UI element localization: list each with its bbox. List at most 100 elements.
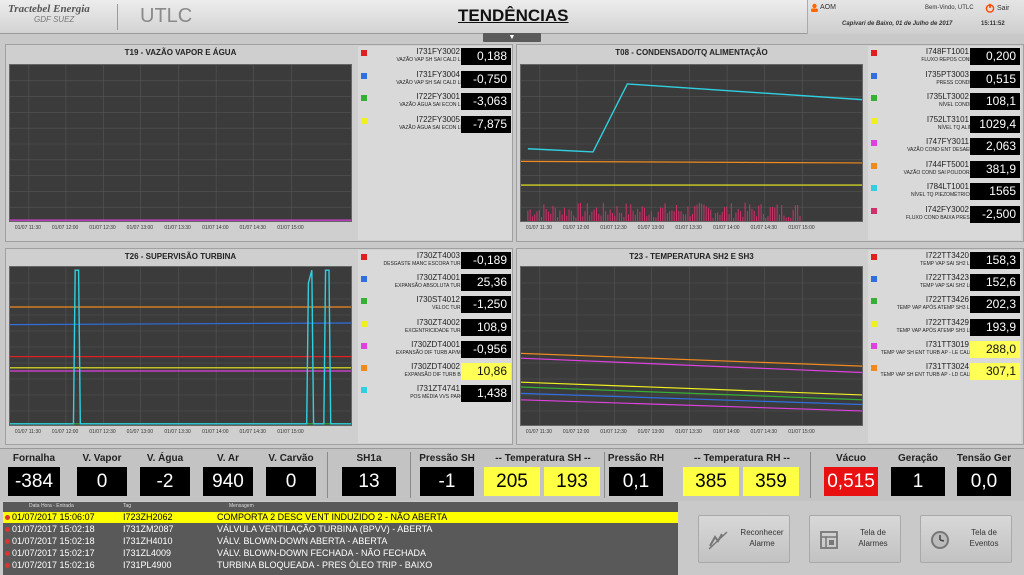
temperatura-sh-label: -- Temperatura SH --: [495, 453, 591, 464]
trend-plot[interactable]: [9, 266, 352, 426]
alarm-row[interactable]: 01/07/2017 15:02:17 I731ZL4009 VÁLV. BLOWN…: [3, 548, 678, 559]
series-color-swatch: [361, 276, 367, 283]
alarm-tag: I731ZL4009: [123, 548, 172, 558]
time-tick-label: 01/07 12:30: [600, 429, 627, 435]
welcome-text: Bem-Vindo, UTLC: [925, 5, 974, 11]
series-description: TEMP VAP SH ENT TURB AP - LE CALD: [880, 349, 973, 356]
time-tick-label: 01/07 14:00: [713, 225, 740, 231]
alarm-row[interactable]: 01/07/2017 15:02:18 I731ZM2087 VÁLVULA VEN…: [3, 524, 678, 535]
series-description: EXPANSÃO DIF TURB BP: [404, 372, 464, 378]
page-title: TENDÊNCIAS: [458, 6, 569, 25]
series-value: -0,956: [461, 340, 511, 358]
alarm-indicator-icon: [5, 563, 10, 568]
series-description: FLUXO REPOS COND: [921, 57, 973, 63]
series-description: VAZÃO ÁGUA SAI ECON LE: [399, 102, 464, 108]
time-tick-label: 01/07 15:00: [788, 429, 815, 435]
alarm-indicator-icon: [5, 515, 10, 520]
alarms-screen-button[interactable]: Tela de Alarmes: [809, 515, 901, 563]
exit-button[interactable]: Sair: [997, 5, 1010, 12]
time-tick-label: 01/07 11:30: [525, 225, 552, 231]
series-tag: I784LT1001: [926, 182, 969, 191]
series-color-swatch: [361, 117, 367, 124]
fornalha-value: -384: [8, 467, 60, 496]
v-ar-label: V. Ar: [216, 453, 240, 464]
series-value: -7,875: [461, 115, 511, 133]
series-description: EXPANSÃO ABSOLUTA TURB: [394, 283, 464, 290]
series-value: 307,1: [970, 363, 1020, 380]
trend-line-i722tt3429: [521, 381, 862, 396]
series-description: EXCENTRICIDADE TURB: [404, 327, 464, 334]
trend-line-i731tt3019: [521, 357, 862, 374]
aom-label: AOM: [820, 4, 836, 11]
series-description: TEMP VAP APÓS ATEMP SH3 LE: [896, 305, 973, 312]
trend-line-i722tt3426: [521, 386, 862, 401]
location-date: Capivari de Baixo, 01 de Julho de 2017: [842, 21, 953, 27]
events-screen-button[interactable]: Tela de Eventos: [920, 515, 1012, 563]
acknowledge-alarm-button[interactable]: Reconhecer Alarme: [698, 515, 790, 563]
alarms-screen-label: Tela de Alarmes: [858, 528, 888, 548]
pressao-sh-value: -1: [420, 467, 474, 496]
series-description: DESGASTE MANC ESCORA TURB: [383, 261, 464, 267]
time-tick-label: 01/07 13:30: [164, 429, 191, 435]
time-tick-label: 01/07 14:00: [713, 429, 740, 435]
temperatura-rh-label: -- Temperatura RH --: [694, 453, 790, 464]
series-color-swatch: [871, 320, 877, 327]
series-description: EXPANSÃO DIF TURB AP/MP: [395, 349, 464, 356]
series-description: PRESS CONDR: [936, 79, 973, 86]
series-color-swatch: [361, 254, 367, 260]
series-value: -2,500: [970, 205, 1020, 223]
time-tick-label: 01/07 15:00: [277, 225, 304, 231]
trend-line-i722tt3423: [521, 392, 862, 406]
acknowledge-icon: [708, 531, 728, 550]
trend-plot[interactable]: [520, 266, 863, 426]
series-tag: I731ZT4741: [416, 384, 460, 394]
series-value: 381,9: [970, 160, 1020, 178]
alarm-indicator-icon: [5, 527, 10, 532]
fornalha-label: Fornalha: [12, 453, 56, 464]
time-tick-label: 01/07 12:00: [562, 429, 590, 435]
series-description: VAZÃO VAP SH SAI CALD LE: [396, 57, 464, 63]
header-toggle-button[interactable]: ▼: [483, 33, 541, 42]
status-divider: [604, 452, 605, 498]
series-value: 1565: [970, 183, 1020, 200]
power-icon[interactable]: [985, 3, 995, 13]
series-tag: I730ZT4001: [416, 273, 460, 283]
alarm-row[interactable]: 01/07/2017 15:02:18 I731ZH4010 VÁLV. BLOWN…: [3, 536, 678, 547]
series-value: 10,86: [461, 363, 511, 380]
series-value: -0,750: [461, 70, 511, 88]
series-color-swatch: [871, 342, 877, 349]
series-color-swatch: [871, 162, 877, 169]
trend-plot[interactable]: [9, 64, 352, 222]
sh1a-label: SH1a: [356, 453, 382, 464]
time-tick-label: 01/07 12:00: [562, 225, 590, 231]
alarm-message: TURBINA BLOQUEADA - PRES ÓLEO TRIP - BAI…: [217, 560, 433, 570]
series-color-swatch: [871, 298, 877, 305]
series-description: FLUXO COND BAIXA PRESS: [906, 214, 973, 221]
time-tick-label: 01/07 13:00: [637, 225, 665, 231]
alarm-message: VÁLV. BLOWN-DOWN FECHADA - NÃO FECHADA: [217, 548, 427, 558]
series-color-swatch: [361, 50, 367, 56]
v-vapor-label: V. Vapor: [82, 453, 122, 464]
alarm-row[interactable]: 01/07/2017 15:02:16 I731PL4900 TURBINA BLO…: [3, 560, 678, 571]
trend-plot[interactable]: [520, 64, 863, 222]
series-tag: I722TT3426: [925, 295, 969, 305]
series-description: TEMP VAP APÓS ATEMP SH3 LD: [896, 327, 973, 334]
series-value: -0,189: [461, 252, 511, 269]
alarm-row[interactable]: 01/07/2017 15:06:07 I723ZH2062 COMPORTA 2 …: [3, 512, 678, 523]
series-tag: I744FT5001: [925, 159, 969, 169]
series-description: VAZÃO ÁGUA SAI ECON LD: [399, 124, 464, 131]
v-ar-value: 940: [203, 467, 253, 496]
temperatura-sh-value-1: 205: [484, 467, 540, 496]
alarm-column-header: Tag: [123, 503, 132, 509]
v-carvao-value: 0: [266, 467, 316, 496]
time-tick-label: 01/07 14:30: [239, 225, 266, 231]
v-vapor-value: 0: [77, 467, 127, 496]
geracao-label: Geração: [897, 453, 939, 464]
status-divider: [810, 452, 811, 498]
series-description: NÍVEL CONDR: [939, 102, 973, 108]
header-divider: [117, 4, 118, 30]
series-color-swatch: [871, 50, 877, 56]
series-tag: I742FY3002: [925, 204, 969, 214]
time-tick-label: 01/07 14:30: [239, 429, 266, 435]
series-description: VAZÃO VAP SH SAI CALD LD: [396, 79, 464, 86]
